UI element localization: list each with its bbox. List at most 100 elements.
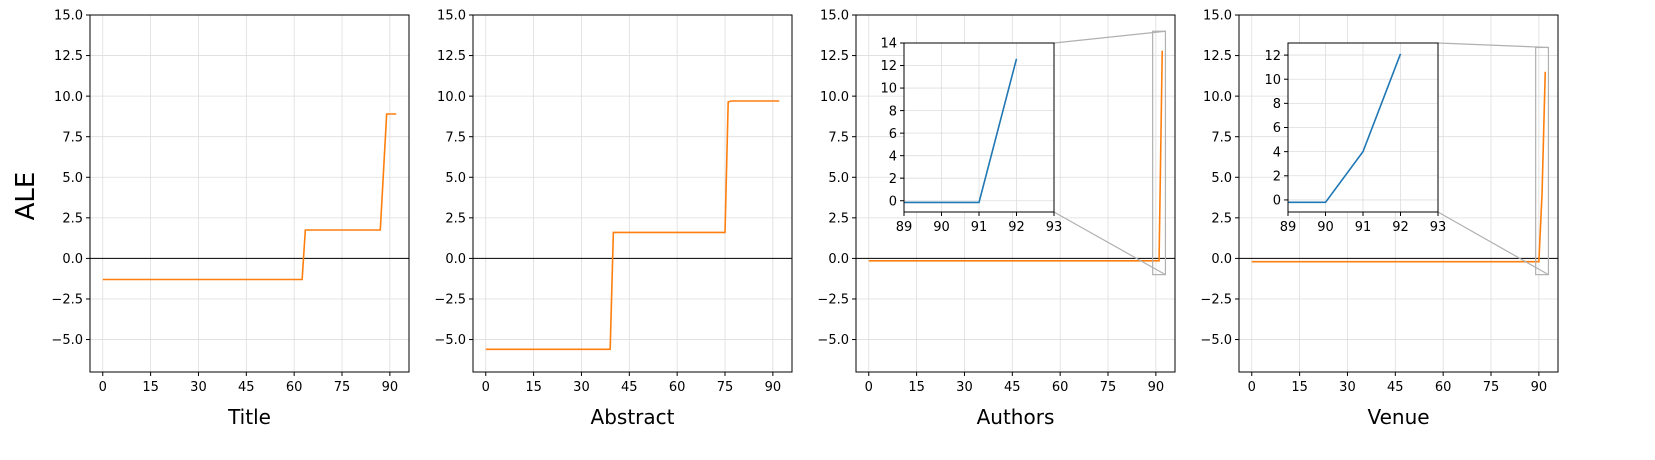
subplot-4-inset-xtick-label-3: 92 <box>1392 220 1409 235</box>
subplot-4-series-line-0 <box>1251 71 1547 263</box>
subplot-2-ytick-label-6: 10.0 <box>437 90 466 105</box>
subplot-4-inset-ytick-label-2: 4 <box>1273 145 1281 160</box>
subplot-2-series-line-0 <box>485 100 780 351</box>
subplot-2-xtick-label-1: 15 <box>525 380 542 395</box>
subplot-3-ytick-label-0: −5.0 <box>817 333 849 348</box>
subplot-2-ytick-label-2: 0.0 <box>445 252 466 267</box>
subplot-3-ytick-label-8: 15.0 <box>820 9 849 24</box>
subplot-3-inset: 89 90 91 92 93 0 2 4 6 8 10 12 14 <box>880 37 1062 235</box>
subplot-4-xtick-label-3: 45 <box>1387 380 1404 395</box>
subplot-1-ytick-label-8: 15.0 <box>54 9 83 24</box>
subplot-4-xtick-label-4: 60 <box>1435 380 1452 395</box>
subplot-3-inset-ytick-label-3: 6 <box>889 127 897 142</box>
subplot-3-inset-ytick-label-7: 14 <box>880 37 897 52</box>
subplot-4-inset: 89 90 91 92 93 0 2 4 6 8 10 12 <box>1264 42 1446 235</box>
subplot-2-ytick-label-5: 7.5 <box>445 130 466 145</box>
subplot-3-zoom-connector-top <box>1053 30 1166 44</box>
subplot-4-xtick-label-1: 15 <box>1291 380 1308 395</box>
subplot-4-xtick-label-2: 30 <box>1339 380 1356 395</box>
subplot-4-ytick-label-0: −5.0 <box>1200 333 1232 348</box>
subplot-3-ytick-label-5: 7.5 <box>828 130 849 145</box>
subplot-3-ytick-label-6: 10.0 <box>820 90 849 105</box>
subplot-1-ytick-label-2: 0.0 <box>62 252 83 267</box>
subplot-2-xtick-label-6: 90 <box>765 380 782 395</box>
subplot-1-xtick-label-6: 90 <box>382 380 399 395</box>
subplot-1-xtick-label-4: 60 <box>286 380 303 395</box>
subplot-4-zoom-box <box>1535 46 1550 276</box>
subplot-4-ytick-label-8: 15.0 <box>1203 9 1232 24</box>
subplot-2-xtick-label-5: 75 <box>717 380 734 395</box>
subplot-3-inset-xtick-label-2: 91 <box>971 220 988 235</box>
subplot-3-ytick-label-1: −2.5 <box>817 293 849 308</box>
subplot-3-inset-xtick-label-3: 92 <box>1008 220 1025 235</box>
subplot-4-ytick-label-4: 5.0 <box>1211 171 1232 186</box>
subplot-3-inset-xtick-label-4: 93 <box>1046 220 1063 235</box>
subplot-3-inset-ytick-label-2: 4 <box>889 149 897 164</box>
subplot-3-ytick-label-3: 2.5 <box>828 212 849 227</box>
subplot-4: 0 15 30 45 60 75 90−5.0−2.50.02.55.07.510.012.… <box>1200 9 1559 429</box>
subplot-3-inset-series-line-0 <box>904 58 1018 204</box>
subplot-2-ytick-label-4: 5.0 <box>445 171 466 186</box>
subplot-3-series-line-0 <box>868 50 1164 262</box>
subplot-1-ytick-label-4: 5.0 <box>62 171 83 186</box>
subplot-1-xtick-label-2: 30 <box>190 380 207 395</box>
subplot-1-xtick-label-1: 15 <box>142 380 159 395</box>
subplot-2-ytick-label-7: 12.5 <box>437 49 466 64</box>
subplot-4-inset-xtick-label-2: 91 <box>1355 220 1372 235</box>
subplot-4-xtick-label-6: 90 <box>1531 380 1548 395</box>
subplot-2-ytick-label-0: −5.0 <box>434 333 466 348</box>
subplot-4-xtick-label-0: 0 <box>1248 380 1256 395</box>
subplot-4-ytick-label-5: 7.5 <box>1211 130 1232 145</box>
subplot-3-xtick-label-2: 30 <box>956 380 973 395</box>
subplot-3-xtick-label-4: 60 <box>1052 380 1069 395</box>
subplot-3-xtick-label-5: 75 <box>1100 380 1117 395</box>
subplot-4-inset-ytick-label-0: 0 <box>1273 194 1281 209</box>
subplot-4-inset-ytick-label-6: 12 <box>1264 49 1281 64</box>
subplot-2-frame <box>472 14 793 373</box>
subplot-3-inset-ytick-label-0: 0 <box>889 194 897 209</box>
subplot-3-ytick-label-4: 5.0 <box>828 171 849 186</box>
subplot-3-inset-xtick-label-1: 90 <box>933 220 950 235</box>
subplot-2-xtick-label-2: 30 <box>573 380 590 395</box>
subplot-3-inset-ytick-label-6: 12 <box>880 59 897 74</box>
subplot-3: 0 15 30 45 60 75 90−5.0−2.50.02.55.07.510.012.… <box>817 9 1176 429</box>
subplot-2-xtick-label-0: 0 <box>482 380 490 395</box>
subplot-1-ytick-label-7: 12.5 <box>54 49 83 64</box>
subplot-1-frame <box>89 14 410 373</box>
subplot-3-inset-xtick-label-0: 89 <box>896 220 913 235</box>
subplot-1-xtick-label-3: 45 <box>238 380 255 395</box>
subplot-2-xlabel: Abstract <box>591 405 675 429</box>
subplot-3-zoom-connector-bottom <box>1053 211 1166 276</box>
subplot-3-xtick-label-0: 0 <box>865 380 873 395</box>
subplot-1-ytick-label-1: −2.5 <box>51 293 83 308</box>
subplot-1-series-line-0 <box>102 113 397 281</box>
subplot-4-inset-ytick-label-4: 8 <box>1273 97 1281 112</box>
subplot-1-xtick-label-0: 0 <box>99 380 107 395</box>
subplot-4-ytick-label-6: 10.0 <box>1203 90 1232 105</box>
subplot-4-inset-ytick-label-3: 6 <box>1273 121 1281 136</box>
subplot-3-ytick-label-7: 12.5 <box>820 49 849 64</box>
subplot-4-inset-series-line-0 <box>1288 53 1402 204</box>
figure-ylabel: ALE <box>11 172 41 221</box>
subplot-3-ytick-label-2: 0.0 <box>828 252 849 267</box>
subplot-2-xtick-label-3: 45 <box>621 380 638 395</box>
subplot-4-zoom-connector-bottom <box>1437 211 1549 276</box>
subplot-2-ytick-label-8: 15.0 <box>437 9 466 24</box>
subplot-1-ytick-label-3: 2.5 <box>62 212 83 227</box>
subplot-4-frame <box>1238 14 1559 373</box>
subplot-4-zoom-connector-top <box>1437 42 1549 49</box>
subplot-4-ytick-label-2: 0.0 <box>1211 252 1232 267</box>
subplot-3-xtick-label-6: 90 <box>1148 380 1165 395</box>
subplot-4-xlabel: Venue <box>1367 405 1429 429</box>
subplot-1-ytick-label-0: −5.0 <box>51 333 83 348</box>
subplot-3-xtick-label-3: 45 <box>1004 380 1021 395</box>
subplot-4-ytick-label-1: −2.5 <box>1200 293 1232 308</box>
subplot-3-xtick-label-1: 15 <box>908 380 925 395</box>
subplot-1-ytick-label-5: 7.5 <box>62 130 83 145</box>
subplot-3-frame <box>855 14 1176 373</box>
subplot-4-inset-xtick-label-1: 90 <box>1317 220 1334 235</box>
subplot-1: 0 15 30 45 60 75 90 −5.0 −2.5 0.0 2.5 5.0 7.5 10.0 12.… <box>51 9 410 429</box>
subplot-4-ytick-label-7: 12.5 <box>1203 49 1232 64</box>
subplot-3-xlabel: Authors <box>977 405 1055 429</box>
